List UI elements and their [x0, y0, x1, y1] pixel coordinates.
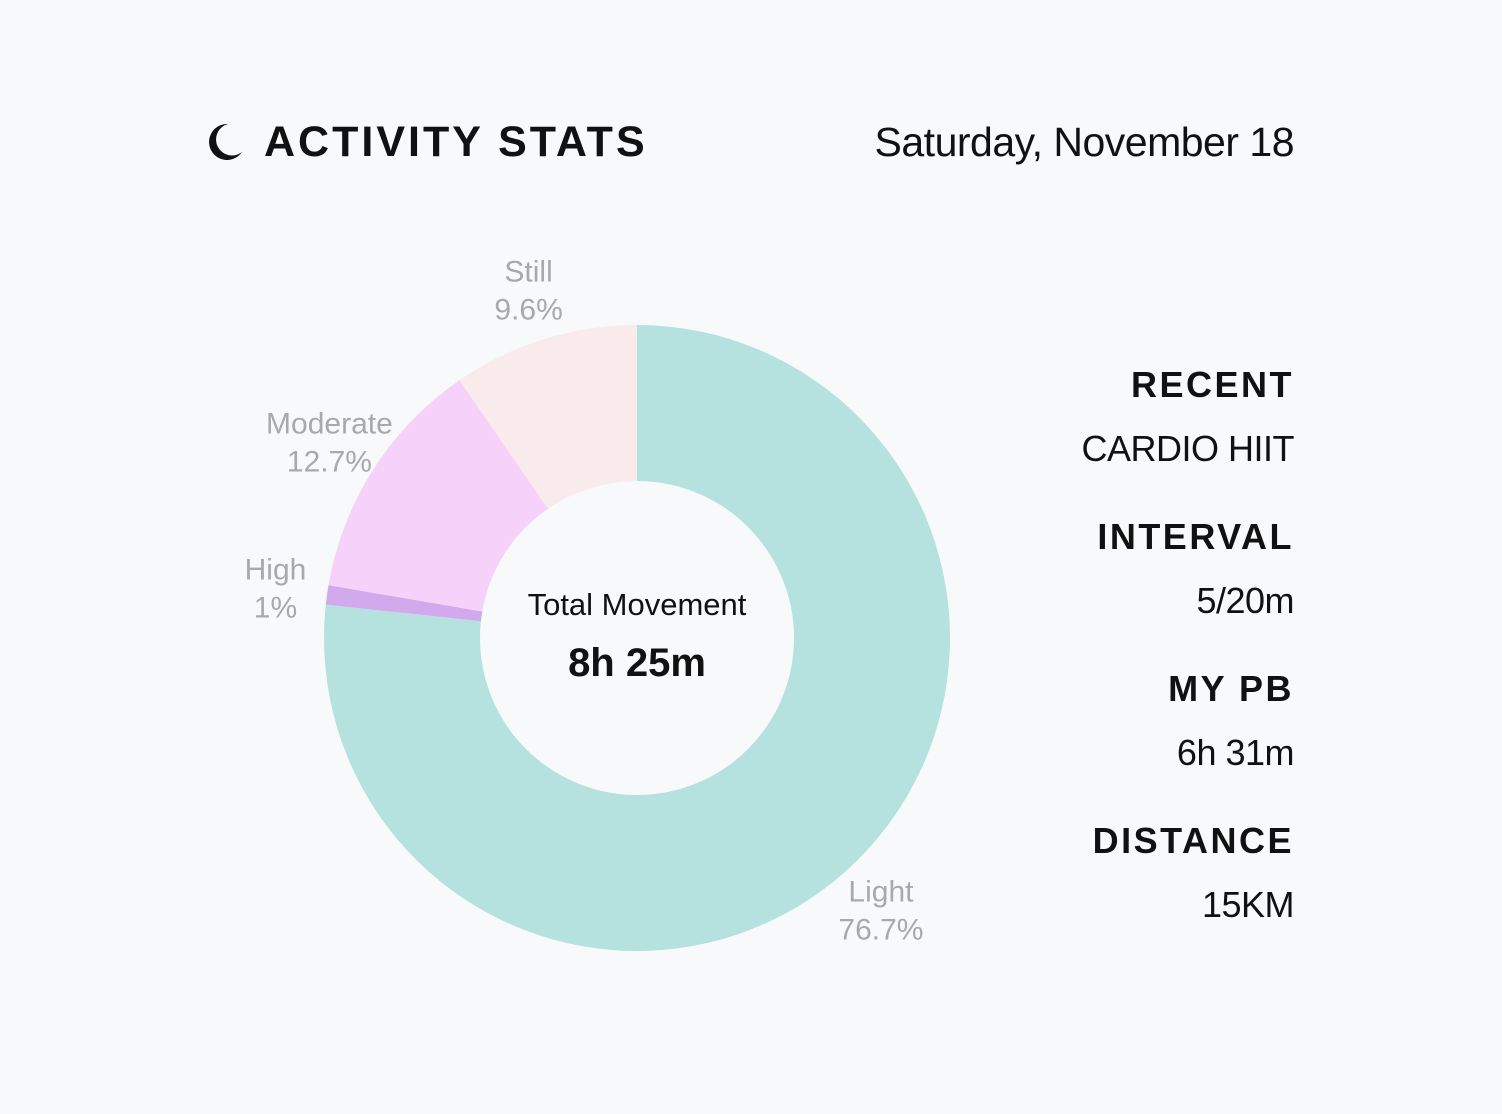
slice-value-moderate: 12.7%: [287, 445, 372, 478]
slice-moderate: [328, 380, 548, 612]
header: ACTIVITY STATS Saturday, November 18: [204, 112, 1295, 172]
stat-distance: DISTANCE 15KM: [894, 816, 1295, 968]
page-title: ACTIVITY STATS: [264, 118, 648, 166]
stat-interval: INTERVAL 5/20m: [894, 512, 1294, 664]
slice-still: [459, 325, 637, 509]
slice-value-still: 9.6%: [494, 293, 562, 326]
slice-label-high: High: [245, 554, 307, 587]
donut-labels: Light 76.7% High 1% Moderate 12.7% Still 9.6%: [245, 255, 924, 946]
stat-label: MY PB: [1168, 668, 1294, 709]
stat-value: 6h 31m: [1176, 732, 1295, 773]
stat-my-pb: MY PB 6h 31m: [894, 664, 1294, 816]
donut-slices: [324, 325, 951, 951]
slice-value-high: 1%: [254, 592, 297, 625]
chart-area: Light 76.7% High 1% Moderate 12.7% Still 9.6% T…: [200, 230, 1000, 990]
donut-chart: Light 76.7% High 1% Moderate 12.7% Still 9.6% T…: [245, 255, 951, 951]
stat-value: 5/20m: [1196, 580, 1294, 621]
center-label: Total Movement: [528, 587, 747, 622]
stat-recent: RECENT CARDIO HIIT: [894, 360, 1294, 512]
slice-value-light: 76.7%: [838, 914, 923, 947]
slice-label-moderate: Moderate: [266, 407, 393, 440]
stat-label: INTERVAL: [1097, 516, 1294, 557]
moon-icon: [209, 123, 242, 160]
slice-label-still: Still: [504, 255, 552, 288]
center-value: 8h 25m: [568, 641, 706, 685]
slice-light: [324, 325, 951, 951]
stat-label: DISTANCE: [1092, 820, 1294, 861]
stat-value: 15KM: [1201, 884, 1295, 925]
date-label: Saturday, November 18: [874, 119, 1295, 165]
stat-label: RECENT: [1130, 364, 1294, 405]
stat-value: CARDIO HIIT: [1081, 428, 1294, 469]
slice-high: [325, 585, 483, 622]
slice-label-light: Light: [848, 876, 914, 909]
stats-panel: RECENT CARDIO HIIT INTERVAL 5/20m MY PB …: [894, 360, 1294, 968]
